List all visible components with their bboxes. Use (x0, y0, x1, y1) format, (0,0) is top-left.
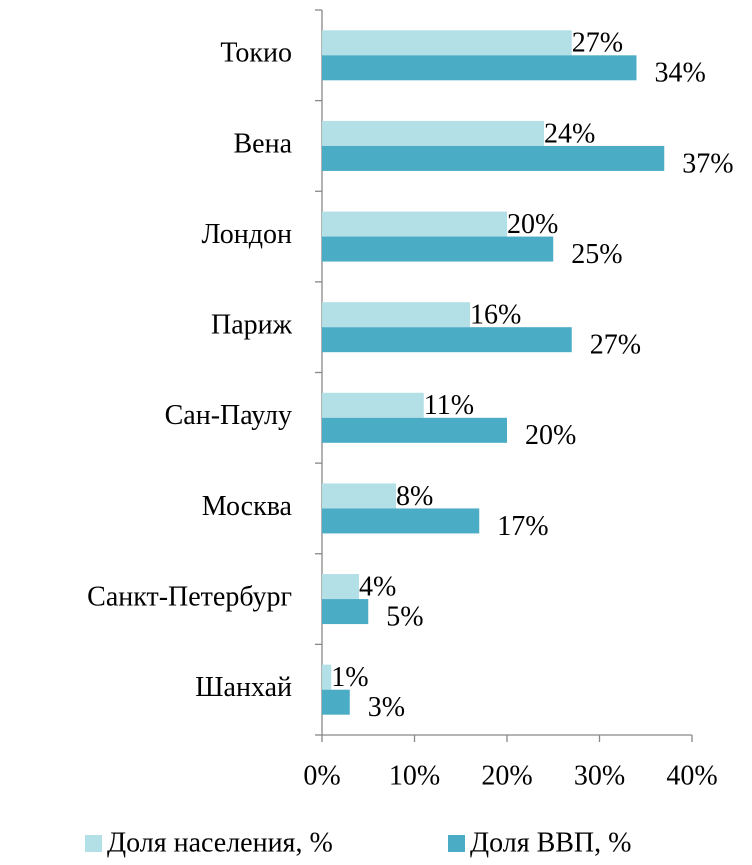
bar (322, 121, 544, 146)
x-tick-label: 10% (389, 760, 440, 791)
category-label: Санкт-Петербург (87, 581, 292, 612)
category-label: Париж (211, 310, 293, 341)
legend-label: Доля населения, % (107, 827, 333, 858)
x-tick-label: 0% (303, 760, 340, 791)
value-label: 34% (655, 58, 706, 89)
value-label: 17% (497, 511, 548, 542)
x-tick-label: 20% (481, 760, 532, 791)
value-label: 27% (590, 330, 641, 361)
category-label: Лондон (201, 219, 292, 250)
value-label: 24% (544, 118, 595, 149)
chart: 0% 10% 20% 30% 40% Токио 27% 34% Вена 24% 37% Лондо… (0, 0, 752, 865)
x-tick-label: 40% (666, 760, 717, 791)
value-label: 37% (682, 148, 733, 179)
value-label: 5% (386, 601, 423, 632)
category-label: Токио (220, 38, 292, 69)
value-label: 1% (331, 662, 368, 693)
bar (322, 508, 479, 533)
category-label: Вена (233, 128, 292, 159)
value-label: 20% (507, 209, 558, 240)
value-label: 3% (368, 692, 405, 723)
x-tick-label: 30% (574, 760, 625, 791)
page: 0% 10% 20% 30% 40% Токио 27% 34% Вена 24% 37% Лондо… (0, 0, 752, 865)
bar (322, 393, 424, 418)
value-label: 8% (396, 481, 433, 512)
legend-swatch (85, 835, 102, 852)
bar (322, 237, 553, 262)
category-label: Москва (202, 491, 293, 522)
bar (322, 599, 368, 624)
value-label: 4% (359, 571, 396, 602)
legend-swatch (448, 835, 465, 852)
bar (322, 665, 331, 690)
category-label: Шанхай (195, 672, 292, 703)
bar (322, 212, 507, 237)
value-label: 11% (424, 390, 474, 421)
bar (322, 483, 396, 508)
bar (322, 418, 507, 443)
bar (322, 55, 637, 80)
value-label: 16% (470, 300, 521, 331)
bar (322, 690, 350, 715)
bar (322, 302, 470, 327)
legend-label: Доля ВВП, % (470, 827, 631, 858)
category-label: Сан-Паулу (165, 400, 292, 431)
bar (322, 574, 359, 599)
bar (322, 327, 572, 352)
value-label: 20% (525, 420, 576, 451)
value-label: 27% (572, 28, 623, 59)
bar (322, 30, 572, 55)
bar (322, 146, 664, 171)
value-label: 25% (571, 239, 622, 270)
